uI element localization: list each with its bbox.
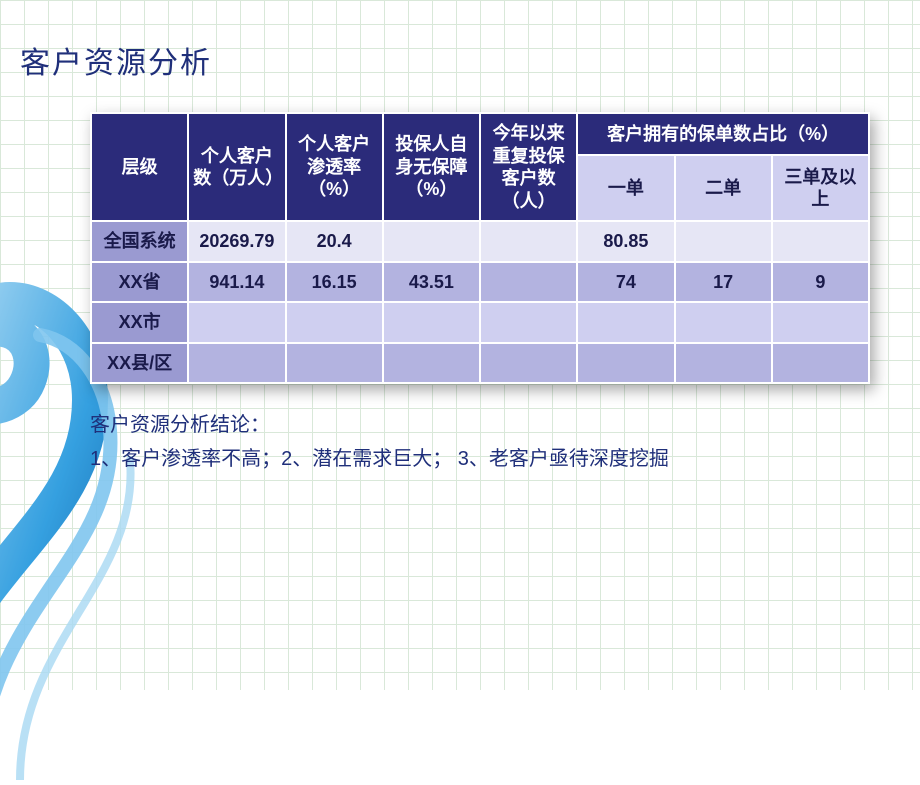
cell-uninsured	[383, 302, 480, 343]
cell-penetration: 16.15	[286, 262, 383, 303]
conclusion-label: 客户资源分析结论：	[90, 408, 920, 442]
table-row: 全国系统 20269.79 20.4 80.85	[91, 221, 869, 262]
cell-three-plus	[772, 343, 869, 384]
cell-one	[577, 302, 674, 343]
conclusion-block: 客户资源分析结论： 1、客户渗透率不高；2、潜在需求巨大； 3、老客户亟待深度挖…	[90, 408, 920, 476]
cell-level: XX县/区	[91, 343, 188, 384]
cell-two: 17	[675, 262, 772, 303]
col-two: 二单	[675, 155, 772, 221]
cell-penetration	[286, 302, 383, 343]
cell-one	[577, 343, 674, 384]
cell-two	[675, 343, 772, 384]
cell-repeat	[480, 302, 577, 343]
col-one: 一单	[577, 155, 674, 221]
cell-uninsured	[383, 221, 480, 262]
analysis-table-container: 层级 个人客户数（万人） 个人客户渗透率（%） 投保人自身无保障（%） 今年以来…	[90, 112, 870, 384]
cell-uninsured: 43.51	[383, 262, 480, 303]
cell-uninsured	[383, 343, 480, 384]
cell-level: 全国系统	[91, 221, 188, 262]
col-three-plus: 三单及以上	[772, 155, 869, 221]
table-row: XX县/区	[91, 343, 869, 384]
cell-three-plus	[772, 302, 869, 343]
cell-two	[675, 302, 772, 343]
conclusion-line: 1、客户渗透率不高；2、潜在需求巨大； 3、老客户亟待深度挖掘	[90, 442, 920, 476]
col-level: 层级	[91, 113, 188, 221]
cell-penetration: 20.4	[286, 221, 383, 262]
analysis-table: 层级 个人客户数（万人） 个人客户渗透率（%） 投保人自身无保障（%） 今年以来…	[90, 112, 870, 384]
cell-one: 74	[577, 262, 674, 303]
table-row: XX省 941.14 16.15 43.51 74 17 9	[91, 262, 869, 303]
cell-one: 80.85	[577, 221, 674, 262]
col-customers: 个人客户数（万人）	[188, 113, 285, 221]
cell-repeat	[480, 221, 577, 262]
table-row: XX市	[91, 302, 869, 343]
cell-customers: 941.14	[188, 262, 285, 303]
col-uninsured: 投保人自身无保障（%）	[383, 113, 480, 221]
cell-penetration	[286, 343, 383, 384]
cell-two	[675, 221, 772, 262]
cell-level: XX省	[91, 262, 188, 303]
col-penetration: 个人客户渗透率（%）	[286, 113, 383, 221]
cell-repeat	[480, 262, 577, 303]
col-group-policy-ratio: 客户拥有的保单数占比（%）	[577, 113, 869, 155]
cell-three-plus	[772, 221, 869, 262]
cell-three-plus: 9	[772, 262, 869, 303]
page-title: 客户资源分析	[0, 0, 920, 82]
cell-level: XX市	[91, 302, 188, 343]
cell-customers	[188, 343, 285, 384]
cell-customers	[188, 302, 285, 343]
cell-repeat	[480, 343, 577, 384]
col-repeat: 今年以来重复投保客户数（人）	[480, 113, 577, 221]
cell-customers: 20269.79	[188, 221, 285, 262]
